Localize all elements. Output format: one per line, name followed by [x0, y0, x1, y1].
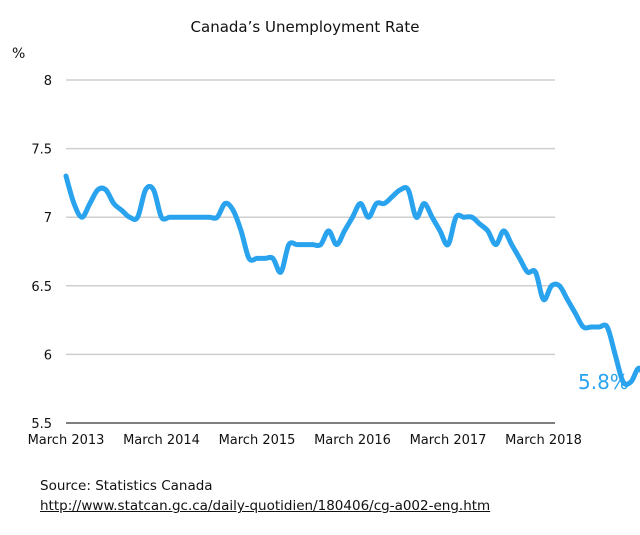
- source-block: Source: Statistics Canada http://www.sta…: [40, 476, 490, 516]
- x-tick-label: March 2017: [410, 433, 487, 448]
- unemployment-series-line: [63, 173, 640, 387]
- y-tick-label: 7.5: [31, 143, 52, 158]
- gridlines: [66, 79, 555, 424]
- x-axis-ticks: March 2013 March 2014 March 2015 March 2016…: [28, 433, 582, 448]
- x-tick-label: March 2015: [219, 433, 296, 448]
- series-layer: [63, 173, 640, 387]
- source-link[interactable]: http://www.statcan.gc.ca/daily-quotidien…: [40, 498, 491, 514]
- y-axis-ticks: 5.5 6 6.5 7 7.5 8: [31, 74, 52, 432]
- y-tick-label: 8: [44, 74, 52, 89]
- end-value-label: 5.8%: [578, 370, 629, 394]
- y-tick-label: 5.5: [31, 417, 52, 432]
- x-tick-label: March 2014: [123, 433, 200, 448]
- source-text: Source: Statistics Canada: [40, 478, 213, 494]
- x-tick-label: March 2018: [505, 433, 582, 448]
- y-tick-label: 6.5: [31, 280, 52, 295]
- x-tick-label: March 2013: [28, 433, 105, 448]
- y-tick-label: 7: [44, 211, 52, 226]
- y-tick-label: 6: [44, 348, 52, 363]
- x-tick-label: March 2016: [314, 433, 391, 448]
- chart-title: Canada’s Unemployment Rate: [191, 18, 420, 36]
- unit-label: %: [12, 46, 25, 62]
- line-chart: Canada’s Unemployment Rate % 5.5 6 6.5 7 7.5…: [12, 18, 640, 448]
